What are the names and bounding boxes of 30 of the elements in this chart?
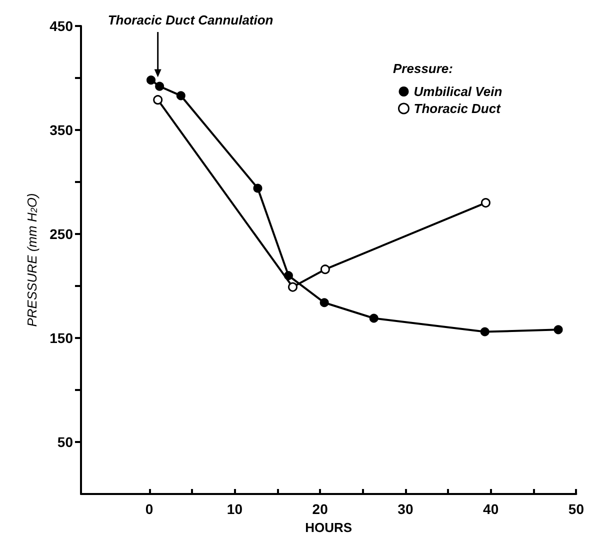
y-tick-label: 450 [50,18,74,34]
point [320,264,330,274]
point [480,327,490,336]
point [146,76,156,85]
x-tick-label: 0 [145,501,154,517]
x-tick-label: 10 [226,501,243,517]
legend-label: Umbilical Vein [414,84,502,99]
point [176,91,186,100]
point [288,282,298,292]
point [253,184,262,193]
y-tick-label: 150 [50,330,74,346]
point [284,271,293,280]
point [155,82,164,91]
legend-title: Pressure: [393,61,453,76]
point [153,95,163,105]
x-tick-label: 20 [312,501,328,517]
y-axis-title: PRESSURE (mm H2O) [24,193,40,327]
x-tick-label: 50 [568,501,584,517]
point [480,198,490,208]
y-tick-label: 250 [50,226,74,242]
point [369,314,378,323]
y-tick-label: 350 [50,122,74,138]
point [554,325,563,334]
point [320,298,329,308]
legend-label: Thoracic Duct [414,101,502,116]
x-tick-label: 40 [483,501,499,517]
annotation: Thoracic Duct Cannulation [108,12,274,28]
y-tick-label: 50 [57,434,74,450]
x-axis-title: HOURS [305,520,352,535]
x-tick-label: 30 [398,501,414,517]
